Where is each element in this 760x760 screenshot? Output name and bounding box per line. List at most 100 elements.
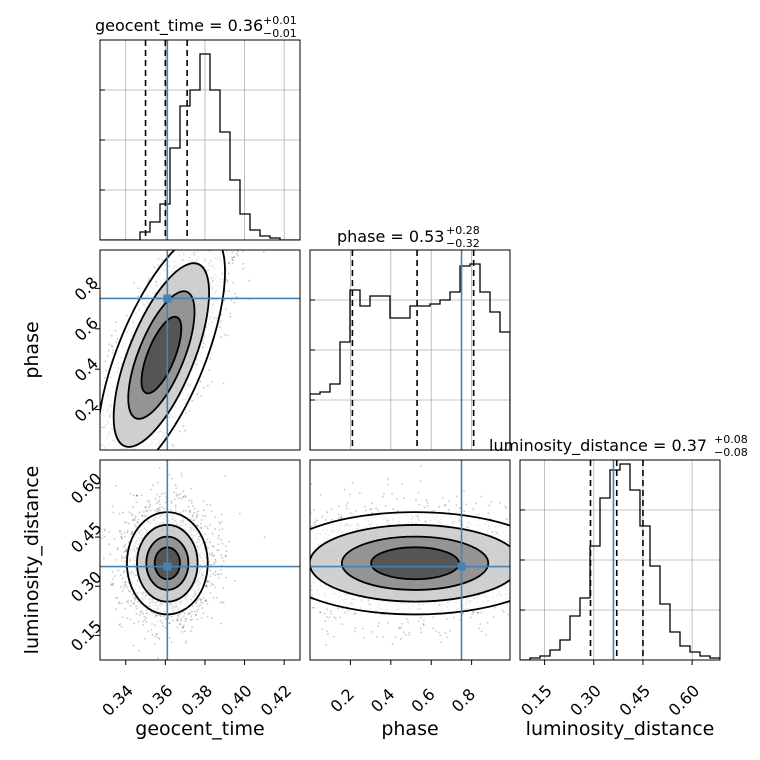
density-geocent-time-vs-phase-point [236, 254, 239, 257]
density-geocent-time-vs-luminosity-distance-point [134, 515, 137, 518]
density-geocent-time-vs-luminosity-distance-point [120, 626, 123, 628]
density-geocent-time-vs-luminosity-distance-point [153, 642, 156, 645]
density-geocent-time-vs-luminosity-distance-point [180, 617, 183, 620]
density-geocent-time-vs-luminosity-distance-point [189, 612, 192, 615]
density-geocent-time-vs-phase-point [157, 257, 160, 260]
density-geocent-time-vs-luminosity-distance-point [147, 506, 150, 509]
density-geocent-time-vs-luminosity-distance-point [130, 600, 133, 602]
density-geocent-time-vs-luminosity-distance-point [217, 549, 220, 552]
density-geocent-time-vs-phase-point [115, 341, 118, 344]
density-geocent-time-vs-luminosity-distance-point [213, 554, 216, 557]
density-geocent-time-vs-luminosity-distance-point [138, 511, 141, 514]
density-geocent-time-vs-luminosity-distance-point [197, 510, 200, 513]
density-geocent-time-vs-luminosity-distance-point [214, 574, 217, 576]
density-geocent-time-vs-luminosity-distance-point [190, 502, 193, 504]
density-phase-vs-luminosity-distance-point [326, 616, 328, 618]
density-geocent-time-vs-luminosity-distance-point [206, 615, 209, 618]
density-geocent-time-vs-luminosity-distance-point [212, 554, 214, 557]
density-phase-vs-luminosity-distance-point [475, 502, 477, 505]
density-geocent-time-vs-luminosity-distance-point [168, 622, 171, 624]
density-geocent-time-vs-luminosity-distance-point [120, 586, 122, 588]
density-geocent-time-vs-luminosity-distance-point [217, 534, 220, 537]
density-geocent-time-vs-luminosity-distance-point [224, 576, 227, 579]
density-phase-vs-luminosity-distance-point [330, 612, 333, 615]
density-geocent-time-vs-luminosity-distance-point [200, 598, 203, 601]
density-phase-vs-luminosity-distance-point [432, 509, 435, 512]
density-geocent-time-vs-luminosity-distance-point [224, 555, 227, 558]
density-geocent-time-vs-luminosity-distance-point [218, 573, 220, 576]
density-geocent-time-vs-phase-point [106, 354, 109, 357]
density-geocent-time-vs-luminosity-distance-point [187, 613, 190, 616]
density-geocent-time-vs-phase-point [232, 281, 235, 284]
density-geocent-time-vs-luminosity-distance-point [163, 492, 166, 494]
density-geocent-time-vs-luminosity-distance-point [103, 535, 106, 538]
density-geocent-time-vs-phase-point [182, 425, 185, 427]
density-geocent-time-vs-luminosity-distance-point [220, 538, 223, 541]
title-phase-lower-error: −0.32 [446, 237, 480, 250]
density-geocent-time-vs-luminosity-distance-point [140, 494, 143, 497]
density-geocent-time-vs-luminosity-distance-point [190, 488, 193, 490]
density-geocent-time-vs-phase-point [242, 262, 245, 265]
density-geocent-time-vs-luminosity-distance-point [110, 583, 112, 586]
density-geocent-time-vs-luminosity-distance-point [156, 508, 159, 511]
density-geocent-time-vs-luminosity-distance-point [210, 554, 213, 557]
density-geocent-time-vs-luminosity-distance-point [213, 563, 216, 566]
density-geocent-time-vs-luminosity-distance-point [199, 527, 202, 529]
title-luminosity-distance-lower-error: −0.08 [714, 446, 748, 459]
density-geocent-time-vs-luminosity-distance-point [178, 623, 181, 625]
density-geocent-time-vs-luminosity-distance-point [135, 605, 138, 608]
density-geocent-time-vs-luminosity-distance-point [196, 610, 199, 613]
density-geocent-time-vs-phase-content [100, 250, 300, 450]
density-geocent-time-vs-luminosity-distance-point [224, 475, 227, 478]
density-phase-vs-luminosity-distance-point [344, 611, 346, 614]
density-geocent-time-vs-luminosity-distance-point [209, 592, 211, 594]
density-geocent-time-vs-phase-point [219, 326, 221, 329]
density-geocent-time-vs-luminosity-distance-point [164, 501, 167, 504]
density-geocent-time-vs-luminosity-distance-point [127, 602, 130, 604]
density-geocent-time-vs-luminosity-distance-point [222, 602, 225, 605]
density-geocent-time-vs-phase-point [112, 349, 114, 352]
density-geocent-time-vs-phase-point [188, 410, 191, 412]
density-geocent-time-vs-luminosity-distance-point [116, 548, 119, 551]
density-geocent-time-vs-luminosity-distance-point [170, 641, 173, 643]
density-geocent-time-vs-luminosity-distance-point [115, 559, 117, 561]
density-geocent-time-vs-luminosity-distance-point [122, 571, 125, 574]
density-geocent-time-vs-luminosity-distance-point [179, 613, 182, 616]
density-geocent-time-vs-luminosity-distance-point [197, 605, 200, 608]
density-geocent-time-vs-luminosity-distance-point [149, 509, 152, 512]
density-geocent-time-vs-luminosity-distance-point [152, 484, 154, 486]
density-geocent-time-vs-luminosity-distance-point [176, 493, 178, 495]
density-geocent-time-vs-luminosity-distance-point [219, 522, 221, 525]
density-geocent-time-vs-luminosity-distance-point [189, 618, 192, 621]
density-geocent-time-vs-luminosity-distance-point [104, 529, 106, 532]
density-geocent-time-vs-luminosity-distance-point [175, 487, 178, 489]
hist-phase-steps [310, 263, 510, 450]
density-geocent-time-vs-luminosity-distance-point [132, 594, 134, 596]
density-geocent-time-vs-phase-point [116, 338, 119, 341]
density-phase-vs-luminosity-distance-point [331, 518, 333, 521]
density-geocent-time-vs-phase-point [228, 290, 231, 293]
density-geocent-time-vs-luminosity-distance-point [224, 545, 227, 548]
density-geocent-time-vs-luminosity-distance-frame [99, 459, 301, 661]
density-geocent-time-vs-luminosity-distance-point [144, 506, 147, 509]
density-geocent-time-vs-luminosity-distance-point [124, 544, 127, 546]
density-geocent-time-vs-luminosity-distance-truth-marker [163, 562, 172, 571]
density-phase-vs-luminosity-distance-point [316, 519, 318, 522]
density-geocent-time-vs-luminosity-distance-point [208, 580, 210, 583]
density-geocent-time-vs-luminosity-distance-point [146, 609, 149, 611]
density-geocent-time-vs-luminosity-distance-point [206, 526, 209, 528]
density-geocent-time-vs-luminosity-distance-point [185, 617, 188, 620]
density-geocent-time-vs-luminosity-distance-point [138, 649, 140, 652]
density-geocent-time-vs-luminosity-distance-point [160, 493, 163, 495]
density-geocent-time-vs-luminosity-distance-point [176, 613, 179, 616]
density-geocent-time-vs-luminosity-distance-point [154, 624, 157, 627]
density-geocent-time-vs-luminosity-distance-panel [99, 459, 301, 661]
density-geocent-time-vs-luminosity-distance-point [193, 519, 196, 521]
density-geocent-time-vs-luminosity-distance-point [221, 600, 224, 603]
density-geocent-time-vs-luminosity-distance-point [220, 554, 222, 556]
density-geocent-time-vs-luminosity-distance-point [123, 545, 125, 548]
density-geocent-time-vs-phase-contour-0 [100, 250, 226, 450]
density-geocent-time-vs-phase-point [223, 299, 226, 302]
density-geocent-time-vs-luminosity-distance-content [100, 460, 300, 660]
density-geocent-time-vs-luminosity-distance-point [212, 596, 215, 599]
